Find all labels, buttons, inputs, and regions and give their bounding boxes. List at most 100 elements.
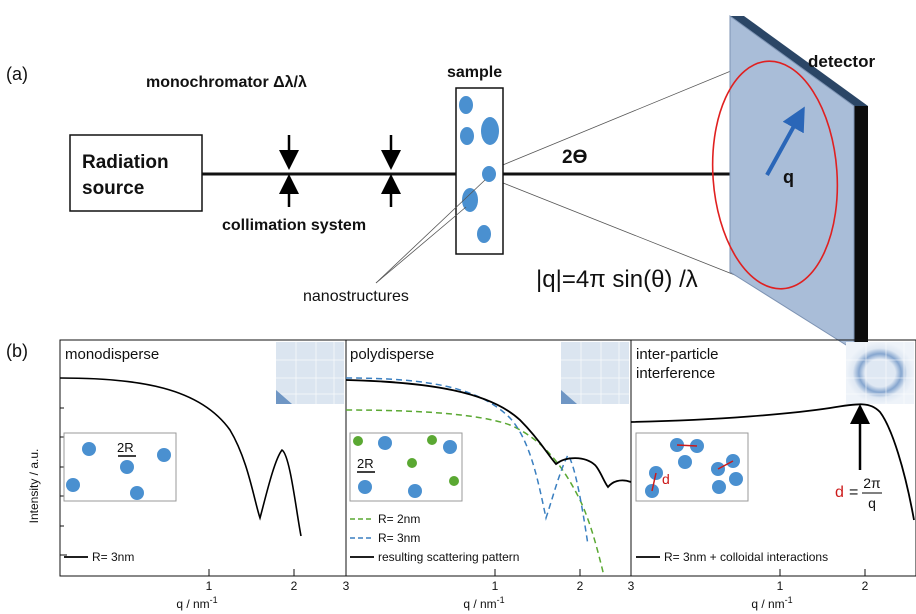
tick-label: 1 bbox=[777, 579, 784, 593]
curve-r2nm bbox=[345, 409, 605, 577]
particle bbox=[120, 460, 134, 474]
sample-particles bbox=[459, 96, 499, 243]
distance-markers bbox=[651, 444, 734, 492]
legend-label: resulting scattering pattern bbox=[378, 550, 519, 564]
particle bbox=[477, 225, 491, 243]
curve-r3nm bbox=[345, 377, 589, 546]
particle bbox=[678, 455, 692, 469]
legend-label: R= 2nm bbox=[378, 512, 420, 526]
legend-label: R= 3nm bbox=[378, 531, 420, 545]
particle bbox=[482, 166, 496, 182]
nanostructures-label: nanostructures bbox=[303, 288, 409, 305]
particle bbox=[353, 436, 363, 446]
panel-title-2: interference bbox=[636, 365, 715, 382]
legend-label: R= 3nm + colloidal interactions bbox=[664, 550, 828, 564]
curve-resulting bbox=[345, 379, 632, 489]
radiation-source-label-2: source bbox=[82, 178, 144, 199]
q-vector-arrow bbox=[765, 106, 805, 176]
scattering-curve bbox=[630, 403, 915, 521]
particle bbox=[407, 458, 417, 468]
x-axis-label-sup: -1 bbox=[210, 595, 218, 605]
panel-title-1: inter-particle bbox=[636, 346, 719, 363]
particle bbox=[66, 478, 80, 492]
particle bbox=[427, 435, 437, 445]
particle bbox=[729, 472, 743, 486]
nanostructures-pointer-2 bbox=[375, 179, 486, 284]
detector-top-edge bbox=[730, 16, 868, 106]
annot-denominator: q bbox=[868, 495, 876, 511]
part-a-label: (a) bbox=[6, 64, 28, 84]
panel-title: monodisperse bbox=[65, 346, 159, 363]
nanostructures-pointer-1 bbox=[375, 206, 467, 284]
cone-line-top bbox=[492, 58, 761, 170]
panel-polydisperse: polydisperse bbox=[345, 342, 632, 577]
tick-label: 1 bbox=[492, 579, 499, 593]
cone-line-bottom bbox=[492, 178, 761, 286]
tick-label: 2 bbox=[862, 579, 869, 593]
particle bbox=[408, 484, 422, 498]
scattering-vector-formula: |q|=4π sin(θ) /λ bbox=[536, 266, 698, 293]
panel-interference: inter-particle interference bbox=[630, 342, 915, 564]
panel-monodisperse: monodisperse 2R R= 3nm bbox=[59, 342, 344, 564]
x-axis-label: q / nm-1 bbox=[751, 595, 792, 611]
inset-particles bbox=[353, 435, 459, 498]
scattering-angle-label: 2ϴ bbox=[562, 147, 587, 168]
scattering-curve bbox=[59, 377, 302, 537]
inset-label: d bbox=[662, 471, 670, 487]
tick-label: 1 bbox=[206, 579, 213, 593]
particle bbox=[459, 96, 473, 114]
detector-side-edge bbox=[854, 106, 868, 350]
thumbnail-beamstop bbox=[276, 390, 292, 404]
tick-label: 3 bbox=[628, 579, 635, 593]
x-axis-label-text: q / nm bbox=[463, 597, 496, 611]
thumbnail-beamstop bbox=[561, 390, 577, 404]
tick-label: 2 bbox=[577, 579, 584, 593]
panel-title: polydisperse bbox=[350, 346, 434, 363]
collimation-label: collimation system bbox=[222, 217, 366, 234]
legend-label: R= 3nm bbox=[92, 550, 134, 564]
part-b-plots: (b) Intensity / a.u. 1 2 3 1 2 3 1 2 q /… bbox=[6, 339, 916, 611]
particle bbox=[481, 117, 499, 145]
sample-label: sample bbox=[447, 64, 502, 81]
inset-label: 2R bbox=[117, 440, 134, 455]
tick-label: 3 bbox=[343, 579, 350, 593]
thumbnail-grid bbox=[276, 342, 344, 404]
part-b-label: (b) bbox=[6, 341, 28, 361]
particle bbox=[460, 127, 474, 145]
x-axis-label-sup: -1 bbox=[497, 595, 505, 605]
q-vector-label: q bbox=[783, 167, 794, 187]
thumbnail-grid bbox=[561, 342, 629, 404]
particle bbox=[157, 448, 171, 462]
radiation-source-box bbox=[69, 134, 203, 212]
part-a-setup: (a) Radiation source monochromator Δλ/λ … bbox=[6, 15, 875, 351]
radiation-source-label-1: Radiation bbox=[82, 152, 169, 173]
particle bbox=[443, 440, 457, 454]
x-axis-label: q / nm-1 bbox=[463, 595, 504, 611]
particle bbox=[378, 436, 392, 450]
particle bbox=[712, 480, 726, 494]
inset-particles bbox=[66, 442, 171, 500]
annot-equals: = bbox=[849, 484, 858, 501]
x-axis-label-text: q / nm bbox=[176, 597, 209, 611]
x-axis-label-text: q / nm bbox=[751, 597, 784, 611]
detector: q bbox=[711, 15, 868, 351]
particle bbox=[462, 188, 478, 212]
particle bbox=[130, 486, 144, 500]
y-axis-label: Intensity / a.u. bbox=[27, 449, 41, 524]
x-axis-label: q / nm-1 bbox=[176, 595, 217, 611]
scattering-ring bbox=[711, 60, 839, 290]
annot-numerator: 2π bbox=[863, 475, 881, 491]
particle bbox=[358, 480, 372, 494]
thumbnail-grid bbox=[846, 342, 914, 404]
inset-label: 2R bbox=[357, 456, 374, 471]
x-axis-label-sup: -1 bbox=[785, 595, 793, 605]
collimation-slits bbox=[279, 135, 401, 207]
particle bbox=[82, 442, 96, 456]
panel-frame-interference bbox=[630, 339, 916, 577]
x-axis-ticks bbox=[208, 569, 866, 576]
tick-label: 2 bbox=[291, 579, 298, 593]
annot-d: d bbox=[835, 484, 844, 501]
monochromator-label: monochromator Δλ/λ bbox=[146, 74, 307, 91]
particle bbox=[449, 476, 459, 486]
